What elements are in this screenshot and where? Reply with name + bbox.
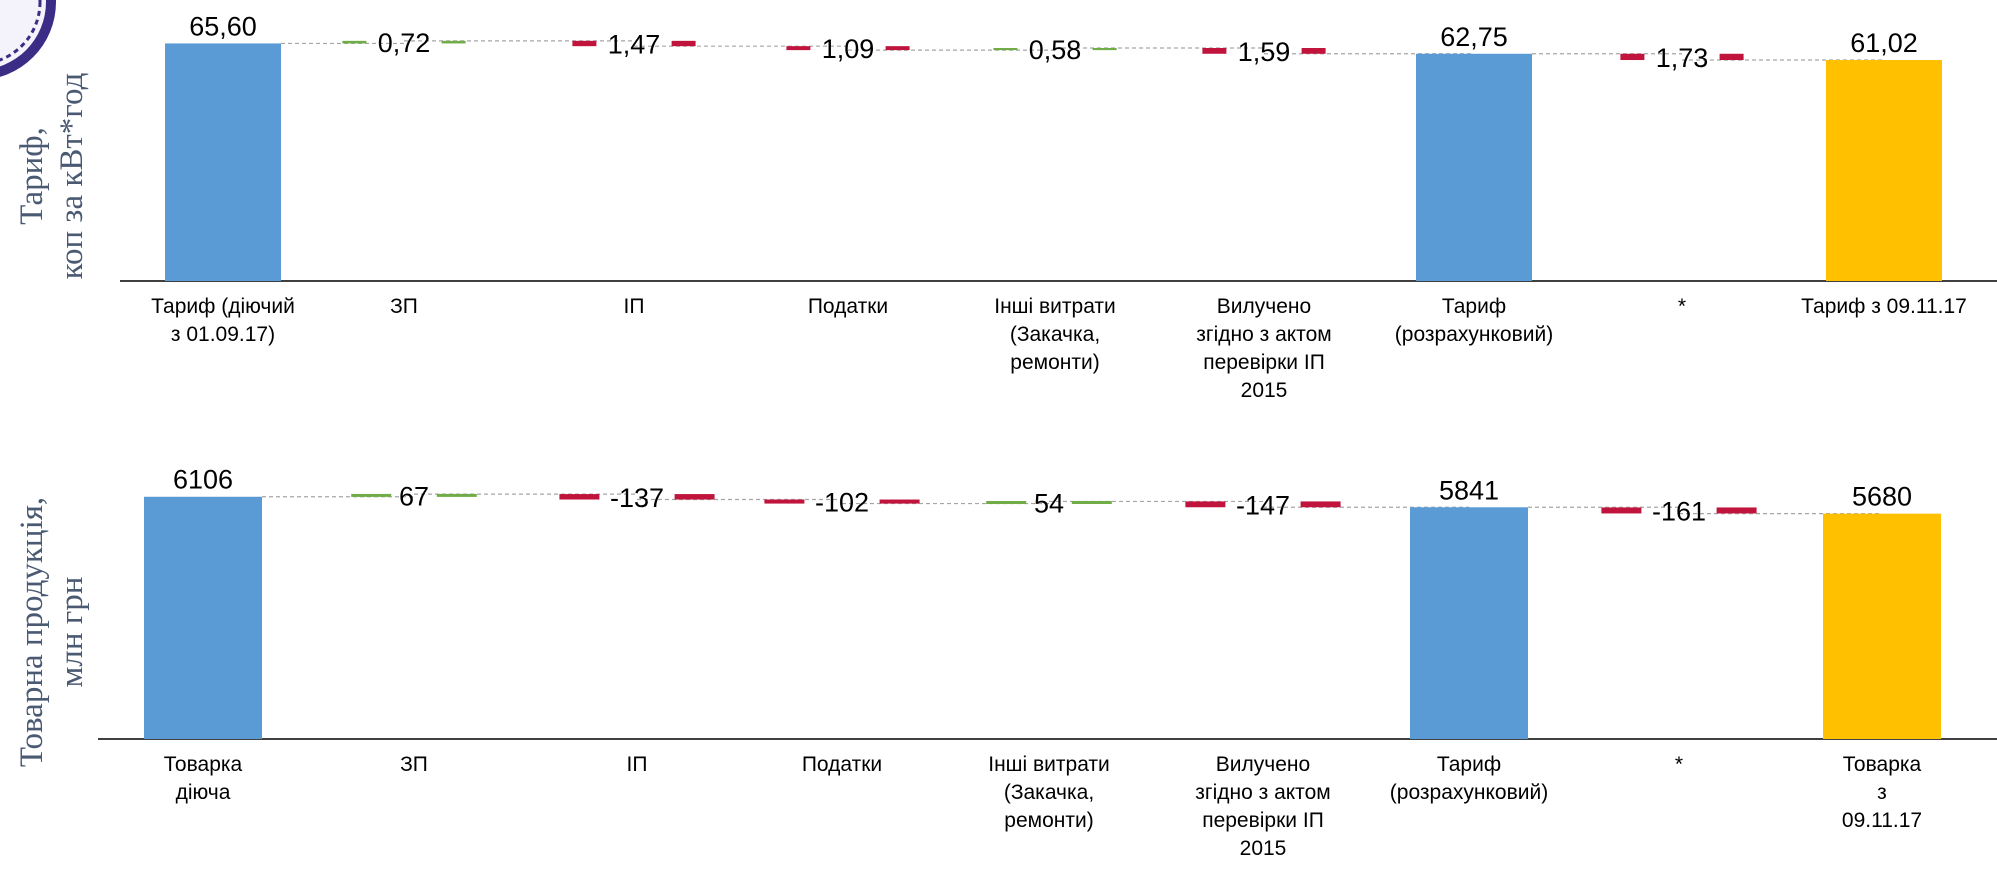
tariff-category-label: * [1678,295,1686,318]
revenue-category-label: ремонти) [1004,809,1093,832]
revenue-category-label: 2015 [1240,837,1287,860]
tariff-data-label: 1,47 [608,30,661,60]
tariff-category-label: ІП [624,295,645,318]
tariff-category-label: Тариф [1442,295,1506,318]
tariff-delta-marker-right [1092,48,1117,51]
tariff-data-label: 62,75 [1440,22,1508,52]
revenue-category-label: ІП [627,753,648,776]
revenue-delta-marker-right [436,493,477,497]
revenue-category-label: * [1675,753,1683,776]
revenue-data-label: -147 [1236,490,1290,520]
revenue-category-label: (розрахунковий) [1390,781,1548,804]
seal-inner-disc [0,0,46,67]
revenue-category-label: діюча [176,781,231,804]
revenue-delta-marker-left [351,493,392,497]
tariff-delta-marker-right [1719,53,1744,61]
seal-logo [0,0,56,77]
tariff-category-label: (Закачка, [1010,323,1100,346]
tariff-data-label: 61,02 [1850,28,1918,58]
tariff-data-label: 1,59 [1238,37,1291,67]
tariff-delta-marker-left [1202,48,1227,54]
tariff-data-label: 1,09 [822,34,875,64]
tariff-delta-marker-left [572,40,597,47]
revenue-delta-marker-right [674,494,715,500]
tariff-ylabel-line: Тариф, [14,127,50,225]
revenue-category-label: перевірки ІП [1202,809,1324,832]
revenue-category-label: Інші витрати [988,753,1110,776]
tariff-delta-marker-left [1620,53,1645,61]
revenue-ylabel-line: млн грн [54,577,90,688]
tariff-delta-marker-left [993,48,1018,51]
tariff-category-label: Тариф з 09.11.17 [1801,295,1967,318]
tariff-bar-final [1826,60,1942,282]
revenue-category-label: Податки [802,753,882,776]
revenue-delta-marker-right [879,499,920,504]
revenue-category-label: 09.11.17 [1842,809,1922,832]
revenue-category-label: згідно з актом [1195,781,1330,804]
revenue-data-label: 67 [399,481,429,511]
revenue-delta-marker-left [559,494,600,500]
tariff-data-label: 1,73 [1656,43,1709,73]
tariff-category-label: ремонти) [1010,351,1099,374]
tariff-category-label: згідно з актом [1196,323,1331,346]
revenue-data-label: 5841 [1439,475,1499,505]
tariff-bar-total [165,43,281,281]
revenue-bar-final [1823,513,1941,739]
revenue-delta-marker-left [1185,501,1226,508]
revenue-ylabel-line: Товарна продукція, [14,497,50,767]
revenue-delta-marker-right [1071,500,1112,504]
revenue-waterfall-chart: Товарна продукція, млн грн 6106 Товарка діюч… [14,465,1997,860]
revenue-data-label: -137 [610,483,664,513]
revenue-bar-total [144,496,262,739]
tariff-delta-marker-left [342,40,367,44]
tariff-category-label: ЗП [390,295,418,318]
tariff-ylabel-line: коп за кВт*год [54,72,90,279]
tariff-category-label: 2015 [1241,379,1288,402]
revenue-data-label: -102 [815,488,869,518]
revenue-category-label: (Закачка, [1004,781,1094,804]
revenue-data-label: 6106 [173,465,233,495]
revenue-category-label: з [1877,781,1887,804]
tariff-category-label: Тариф (діючий [151,295,295,318]
tariff-category-label: (розрахунковий) [1395,323,1553,346]
revenue-category-label: Товарка [164,753,243,776]
revenue-category-label: ЗП [400,753,428,776]
tariff-category-label: з 01.09.17) [171,323,275,346]
tariff-bar-total [1416,53,1532,282]
revenue-delta-marker-left [1601,507,1642,514]
revenue-delta-marker-right [1716,507,1757,514]
tariff-category-label: Інші витрати [994,295,1116,318]
tariff-delta-marker-right [671,40,696,47]
revenue-category-label: Тариф [1437,753,1501,776]
tariff-data-label: 0,58 [1029,35,1082,65]
revenue-category-label: Товарка [1843,753,1922,776]
revenue-delta-marker-right [1300,501,1341,508]
seal-inner-ring [0,0,42,62]
revenue-data-label: 5680 [1852,482,1912,512]
tariff-waterfall-chart: Тариф, коп за кВт*год 65,60 Тариф (діючий з … [14,11,1997,402]
tariff-category-label: Вилучено [1217,295,1311,318]
tariff-category-label: Податки [808,295,888,318]
revenue-data-label: 54 [1034,488,1064,518]
revenue-delta-marker-left [986,500,1027,504]
revenue-delta-marker-left [764,499,805,504]
tariff-category-label: перевірки ІП [1203,351,1325,374]
revenue-data-label: -161 [1652,496,1706,526]
tariff-delta-marker-right [885,46,910,51]
tariff-delta-marker-left [786,46,811,51]
revenue-category-label: Вилучено [1216,753,1310,776]
tariff-data-label: 0,72 [378,28,431,58]
tariff-delta-marker-right [1301,48,1326,54]
revenue-bar-total [1410,507,1528,739]
tariff-data-label: 65,60 [189,11,257,41]
tariff-delta-marker-right [441,40,466,44]
